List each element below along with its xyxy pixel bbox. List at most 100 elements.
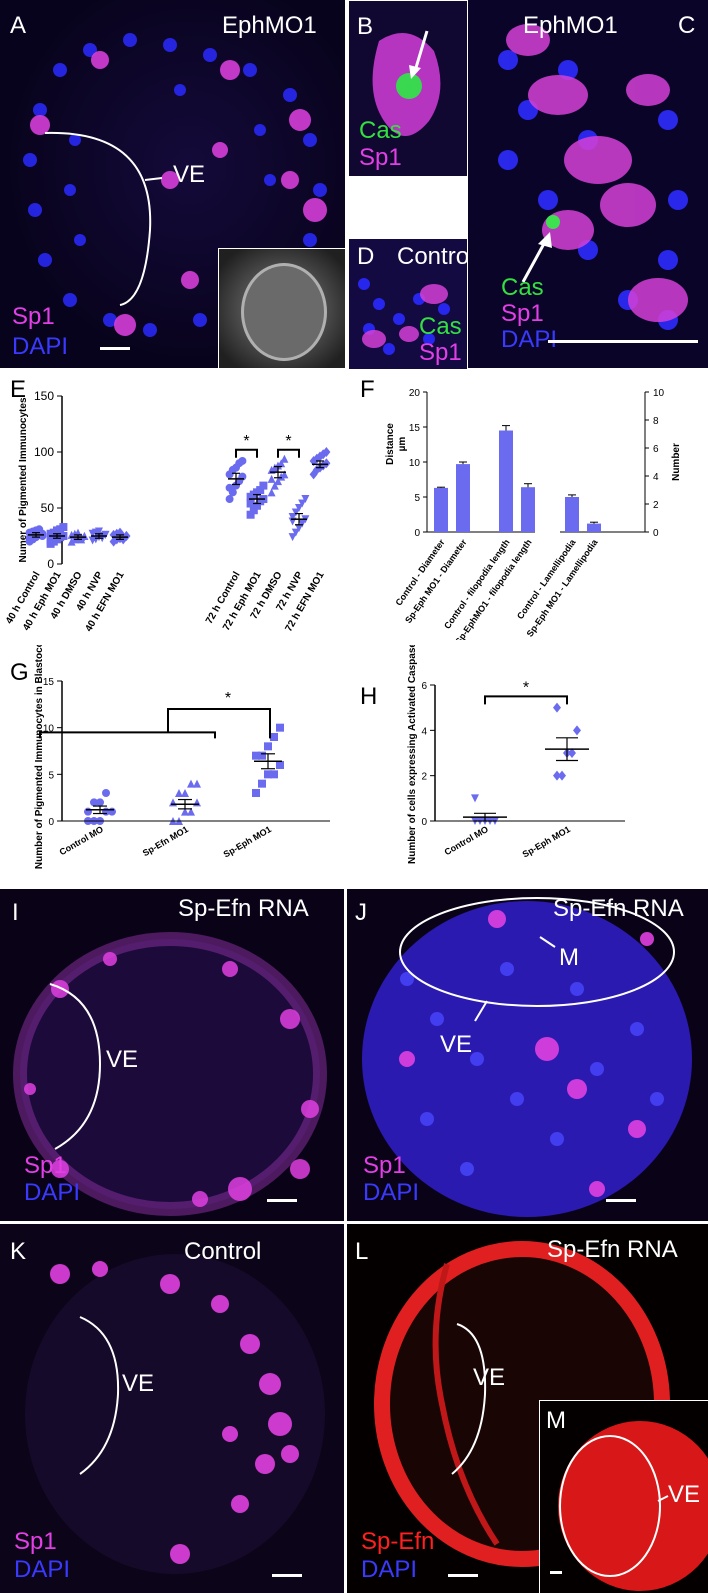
y-tick-label: 0: [414, 528, 420, 539]
data-point: [256, 486, 265, 495]
y-axis-unit: µm: [397, 437, 408, 452]
panel-j-ve-label: VE: [440, 1031, 473, 1058]
data-point: [246, 510, 255, 519]
data-point: [322, 458, 331, 469]
y-tick-label: 100: [34, 445, 54, 459]
data-point: [288, 533, 297, 542]
panel-d-title: Control: [397, 243, 468, 270]
panel-c-scale-bar: [548, 340, 698, 343]
data-point: [291, 508, 300, 517]
data-point: [246, 499, 255, 508]
data-point: [319, 449, 328, 460]
data-point: [301, 495, 310, 504]
data-point: [169, 798, 177, 807]
data-point: [225, 483, 234, 492]
panel-a-cells: [23, 33, 327, 337]
y2-tick-label: 2: [653, 500, 659, 511]
panel-i-scale-bar: [267, 1199, 297, 1202]
panel-l-title: Sp-Efn RNA: [547, 1236, 678, 1263]
panel-k-stain-dapi: DAPI: [14, 1556, 71, 1583]
data-point: [277, 472, 286, 481]
data-point: [46, 536, 55, 545]
data-point: [109, 536, 118, 547]
y2-tick-label: 10: [653, 388, 665, 399]
bar: [499, 430, 513, 532]
panel-e-letter: E: [10, 376, 27, 403]
panel-l-scale-bar: [448, 1574, 478, 1577]
y-tick-label: 20: [409, 388, 421, 399]
panel-i-title: Sp-Efn RNA: [178, 895, 309, 922]
panel-i-stain-sp1: Sp1: [24, 1152, 67, 1179]
data-point: [252, 789, 260, 797]
data-point: [295, 524, 303, 533]
data-point: [59, 523, 68, 532]
y-tick-label: 10: [43, 724, 55, 735]
data-point: [573, 725, 581, 736]
y-tick-label: 5: [414, 493, 420, 504]
y-tick-label: 5: [48, 770, 54, 781]
x-tick-label: Sp-Eph MO1: [521, 824, 572, 859]
panel-i-embryo: [13, 932, 327, 1216]
panel-c-title: EphMO1: [523, 12, 618, 39]
chart-h: H 0 2 4 6 Number of cells expressing Activat…: [355, 645, 708, 885]
data-point: [90, 798, 98, 807]
panel-j-title: Sp-Efn RNA: [553, 895, 684, 922]
data-point: [258, 751, 266, 760]
data-point: [84, 807, 92, 816]
y-axis-label: Numer of Pigmented Immunocytes: [18, 397, 29, 562]
data-point: [95, 527, 103, 536]
panel-j-image: J Sp-Efn RNA M VE Sp1 DAPI: [347, 889, 708, 1221]
data-point: [181, 807, 189, 816]
y2-tick-label: 8: [653, 416, 659, 427]
panel-k-embryo: [25, 1254, 325, 1574]
panel-f-letter: F: [360, 376, 375, 403]
panel-d-image: D Control Cas Sp1: [348, 238, 468, 370]
data-point: [270, 463, 279, 472]
significance-bracket: [277, 448, 300, 458]
data-point: [193, 798, 201, 807]
panel-a-stain-sp1: Sp1: [12, 303, 55, 330]
panel-c-image: EphMO1 C Cas Sp1 DAPI: [468, 0, 708, 368]
data-point: [35, 525, 44, 534]
significance-bracket-group: [39, 731, 216, 739]
panel-b-stain-cas: Cas: [359, 117, 402, 144]
data-point: [181, 789, 189, 797]
panel-k-letter: K: [10, 1238, 27, 1265]
panel-j-scale-bar: [606, 1199, 636, 1202]
data-point: [253, 501, 261, 510]
data-point: [101, 530, 110, 539]
panel-i-stain-dapi: DAPI: [24, 1179, 81, 1206]
panel-a-stain-dapi: DAPI: [12, 333, 69, 360]
panel-k-image: K Control VE Sp1 DAPI: [0, 1224, 344, 1593]
y-tick-label: 150: [34, 389, 54, 403]
y-axis-label: Number of cells expressing Activated Cas…: [407, 645, 418, 864]
data-point: [38, 532, 47, 540]
data-point: [553, 702, 561, 713]
data-point: [258, 779, 266, 788]
significance-bracket: [235, 448, 258, 458]
panel-a-title: EphMO1: [222, 12, 317, 39]
significance-star: *: [225, 690, 231, 707]
data-point: [291, 528, 300, 537]
panel-l-image: L Sp-Efn RNA VE Sp-Efn DAPI M VE: [347, 1224, 708, 1593]
panel-a-ve-label: VE: [173, 161, 206, 188]
panel-c-stain-sp1: Sp1: [501, 300, 544, 327]
data-point: [568, 748, 576, 758]
data-point: [102, 789, 110, 797]
y-tick-label: 15: [409, 423, 421, 434]
data-point: [298, 519, 307, 528]
data-point: [249, 506, 258, 515]
panel-d-stain-sp1: Sp1: [419, 339, 462, 366]
y-tick-label: 0: [421, 817, 427, 828]
data-point: [193, 779, 201, 788]
data-point: [288, 512, 297, 521]
data-point: [280, 454, 289, 463]
data-point: [295, 504, 303, 512]
data-point: [80, 532, 89, 540]
data-point: [298, 499, 307, 508]
data-point: [122, 531, 131, 541]
panel-m-ve-label: VE: [668, 1481, 701, 1508]
panel-d-cells: [358, 278, 450, 355]
panel-l-ve-label: VE: [473, 1364, 506, 1391]
